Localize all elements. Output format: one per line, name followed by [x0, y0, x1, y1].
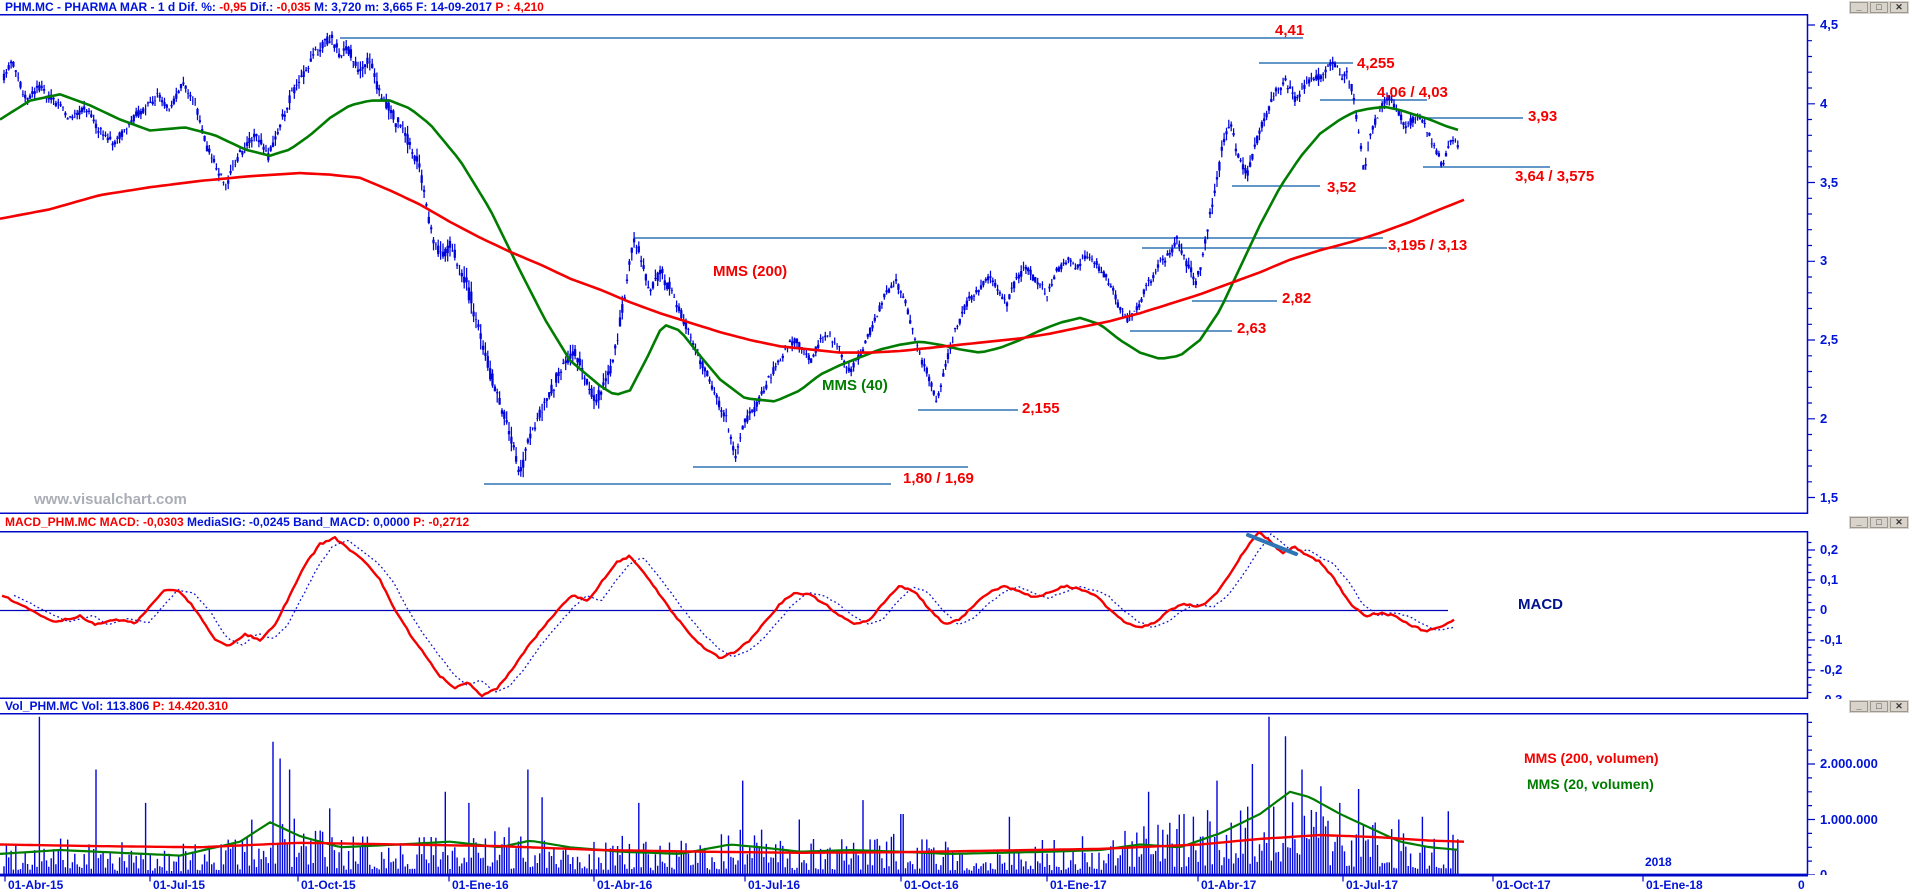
price-level-annotation: 2,82	[1282, 290, 1312, 307]
maximize-icon: □	[1876, 517, 1882, 527]
macd-axis-label: 0	[1820, 602, 1828, 617]
volume-header: Vol_PHM.MC Vol: 113.806 P: 14.420.310 _ □…	[0, 699, 1912, 713]
header-segment-2: P: -0,2712	[413, 515, 470, 529]
close-button[interactable]: ✕	[1890, 701, 1908, 712]
date-axis-label: 01-Oct-15	[301, 878, 356, 892]
minimize-icon: _	[1856, 517, 1862, 527]
price-axis-label: 1,5	[1820, 489, 1839, 505]
price-level-annotation: 1,80 / 1,69	[903, 470, 974, 487]
price-plot[interactable]	[0, 14, 1912, 514]
macd-axis-label: -0,3	[1820, 692, 1842, 699]
header-segment-3: -0,035	[276, 0, 311, 14]
minimize-icon: _	[1856, 2, 1862, 12]
window-controls: _ □ ✕	[1849, 1, 1909, 14]
price-level-annotation: 4,06 / 4,03	[1377, 84, 1448, 101]
date-axis-zero-label: 0	[1798, 878, 1805, 892]
maximize-icon: □	[1876, 2, 1882, 12]
price-axis-label: 3,5	[1820, 174, 1839, 190]
instrument-title: PHM.MC - PHARMA MAR - 1 d Dif. %: -0,95 …	[5, 0, 544, 14]
price-axis-label: 4,5	[1820, 17, 1839, 32]
minimize-button[interactable]: _	[1850, 701, 1868, 712]
volume-panel: MMS (200, volumen) MMS (20, volumen) 201…	[0, 713, 1912, 875]
price-level-annotation: 3,52	[1327, 179, 1357, 196]
minimize-button[interactable]: _	[1850, 517, 1868, 528]
price-level-annotation: 4,41	[1275, 22, 1305, 39]
macd-plot[interactable]	[0, 531, 1912, 699]
volume-mms20-legend: MMS (20, volumen)	[1527, 776, 1654, 792]
close-icon: ✕	[1895, 2, 1903, 12]
date-axis[interactable]: 01-Abr-15 01-Jul-15 01-Oct-15 01-Ene-16 01-A…	[0, 875, 1912, 892]
date-axis-label: 01-Ene-18	[1646, 878, 1703, 892]
mms200-label: MMS (200)	[713, 263, 788, 280]
price-axis-label: 2,5	[1820, 332, 1839, 347]
close-icon: ✕	[1895, 517, 1903, 527]
date-axis-label: 01-Abr-17	[1201, 878, 1257, 892]
volume-axis-label: 1.000.000	[1820, 811, 1878, 827]
year-label: 2018	[1645, 855, 1672, 869]
macd-header-text: MACD_PHM.MC MACD: -0,0303 MediaSIG: -0,0…	[5, 514, 469, 531]
price-level-annotation: 2,155	[1022, 400, 1060, 417]
close-button[interactable]: ✕	[1890, 517, 1908, 528]
price-level-annotation: 3,64 / 3,575	[1515, 168, 1595, 185]
macd-axis-label: 0,2	[1820, 542, 1839, 557]
minimize-button[interactable]: _	[1850, 2, 1868, 13]
maximize-button[interactable]: □	[1870, 517, 1888, 528]
volume-panel-controls: _ □ ✕	[1849, 700, 1909, 713]
macd-axis-label: 0,1	[1820, 572, 1839, 587]
date-axis-label: 01-Oct-17	[1496, 878, 1551, 892]
date-axis-label: 01-Oct-16	[904, 878, 959, 892]
macd-axis-label: -0,1	[1820, 632, 1843, 647]
date-axis-label: 01-Jul-16	[748, 878, 801, 892]
header-segment-1: MediaSIG: -0,0245 Band_MACD: 0,0000	[187, 515, 414, 529]
window-titlebar: PHM.MC - PHARMA MAR - 1 d Dif. %: -0,95 …	[0, 0, 1912, 14]
close-icon: ✕	[1895, 701, 1903, 711]
date-axis-label: 01-Jul-17	[1346, 878, 1399, 892]
macd-panel-label: MACD	[1518, 596, 1563, 613]
header-segment-1: -0,95	[219, 0, 247, 14]
macd-axis-label: -0,2	[1820, 662, 1843, 677]
macd-panel: MACD 0,2 0,1 0 -0,1 -0,2 -0,3	[0, 531, 1912, 699]
price-chart-panel: www.visualchart.com MMS (200) MMS (40) 4…	[0, 14, 1912, 514]
volume-header-text: Vol_PHM.MC Vol: 113.806 P: 14.420.310	[5, 699, 228, 713]
header-segment-0: Vol_PHM.MC Vol: 113.806	[5, 699, 153, 713]
macd-panel-controls: _ □ ✕	[1849, 516, 1909, 529]
price-level-annotation: 3,93	[1528, 108, 1558, 125]
close-button[interactable]: ✕	[1890, 2, 1908, 13]
date-axis-label: 01-Abr-16	[597, 878, 653, 892]
header-segment-1: P: 14.420.310	[152, 699, 229, 713]
mms40-label: MMS (40)	[822, 377, 888, 394]
date-axis-ticks	[0, 875, 1808, 882]
minimize-icon: _	[1856, 701, 1862, 711]
maximize-button[interactable]: □	[1870, 701, 1888, 712]
watermark: www.visualchart.com	[34, 491, 187, 508]
header-segment-5: P : 4,210	[495, 0, 544, 14]
header-segment-0: PHM.MC - PHARMA MAR - 1 d Dif. %:	[5, 0, 220, 14]
volume-plot[interactable]	[0, 713, 1912, 875]
date-axis-label: 01-Abr-15	[8, 878, 64, 892]
price-axis-label: 4	[1820, 95, 1828, 111]
macd-header: MACD_PHM.MC MACD: -0,0303 MediaSIG: -0,0…	[0, 514, 1912, 531]
price-level-annotation: 3,195 / 3,13	[1388, 237, 1468, 254]
price-axis-label: 2	[1820, 410, 1828, 426]
date-axis-label: 01-Ene-16	[452, 878, 509, 892]
volume-axis-label: 2.000.000	[1820, 756, 1878, 771]
maximize-icon: □	[1876, 701, 1882, 711]
header-segment-0: MACD_PHM.MC MACD: -0,0303	[5, 515, 188, 529]
maximize-button[interactable]: □	[1870, 2, 1888, 13]
price-level-annotation: 4,255	[1357, 55, 1395, 72]
date-axis-label: 01-Ene-17	[1050, 878, 1107, 892]
date-axis-label: 01-Jul-15	[153, 878, 206, 892]
volume-mms200-legend: MMS (200, volumen)	[1524, 750, 1659, 766]
header-segment-2: Dif.:	[246, 0, 277, 14]
header-segment-4: M: 3,720 m: 3,665 F: 14-09-2017	[310, 0, 496, 14]
price-level-annotation: 2,63	[1237, 320, 1267, 337]
price-axis-label: 3	[1820, 253, 1828, 269]
volume-axis-label: 0	[1820, 867, 1828, 875]
